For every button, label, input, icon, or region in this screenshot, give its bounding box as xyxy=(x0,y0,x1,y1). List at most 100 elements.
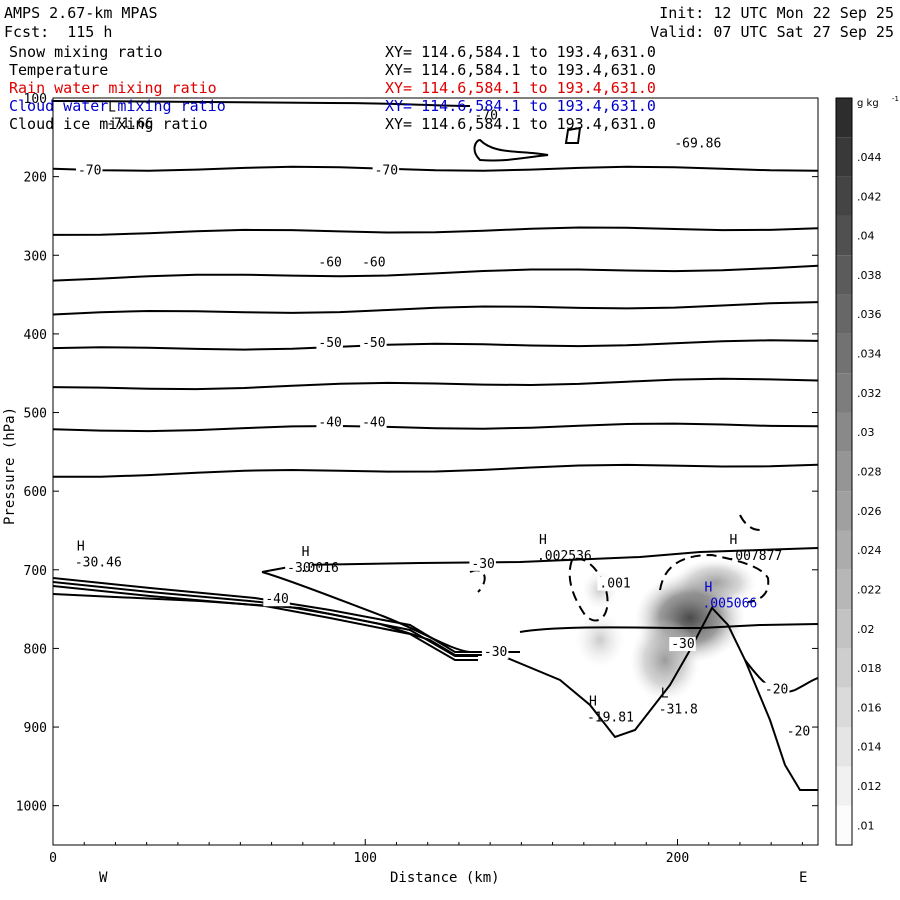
colorbar-frame xyxy=(835,97,853,846)
valid-time: Valid: 07 UTC Sat 27 Sep 25 xyxy=(650,23,894,41)
extremum-value: -31.8 xyxy=(659,702,698,717)
terrain-and-lower-contours xyxy=(53,100,818,791)
east-label: E xyxy=(799,870,808,886)
colorbar-band xyxy=(836,451,852,492)
extremum-type: H xyxy=(539,533,547,548)
colorbar-band xyxy=(836,98,852,138)
init-time: Init: 12 UTC Mon 22 Sep 25 xyxy=(659,4,894,22)
contour-label: -60 xyxy=(362,256,385,271)
field-xy-range: XY= 114.6,584.1 to 193.4,631.0 xyxy=(385,79,656,97)
contour-minus30-low xyxy=(261,571,520,653)
y-axis-ticks: 100 200 300 400 500 600 700 800 900 1000 xyxy=(16,92,818,815)
contour-label: -50 xyxy=(318,336,341,351)
colorbar-band xyxy=(836,294,852,334)
dashed-snow-contours xyxy=(469,514,770,622)
contour-labels: -70 -70 -60 -60 -50 -50 -40 -40 -70 -30 -30 -40 -30 -… xyxy=(75,108,812,739)
colorbar-tick-label: .01 xyxy=(857,819,875,832)
y-tick-label: 200 xyxy=(24,171,47,186)
field-name: Rain water mixing ratio xyxy=(9,79,217,97)
extremum-value: -69.86 xyxy=(674,136,721,151)
temperature-contour-line xyxy=(53,165,818,172)
contour-label: -30 xyxy=(287,561,310,576)
y-tick-label: 800 xyxy=(24,642,47,657)
field-name: Temperature xyxy=(9,61,109,79)
snow-contour xyxy=(739,514,761,531)
colorbar-tick-label: .042 xyxy=(857,190,882,203)
y-tick-label: 100 xyxy=(24,92,47,107)
contour-label: -30 xyxy=(484,645,507,660)
contour-label-bg xyxy=(469,556,496,571)
extremum-type: H xyxy=(302,545,310,560)
extremum-type: H xyxy=(589,694,597,709)
temperature-contour-line xyxy=(53,264,818,282)
y-tick-label: 700 xyxy=(24,564,47,579)
extremum-type: L xyxy=(661,686,669,701)
extremum-type: H xyxy=(77,539,85,554)
extremum-value: -30.46 xyxy=(75,555,122,570)
temperature-contour-line xyxy=(53,463,818,478)
contour-label-bg xyxy=(762,682,790,697)
colorbar-unit: g kg xyxy=(857,98,879,109)
contour-minus40-lower-3 xyxy=(53,585,478,661)
colorbar-band xyxy=(836,491,852,531)
x-tick-label: 0 xyxy=(49,851,57,866)
field-xy-range: XY= 114.6,584.1 to 193.4,631.0 xyxy=(385,61,656,79)
colorbar-tick-label: .014 xyxy=(857,741,882,754)
temperature-contour-line xyxy=(53,422,818,433)
contour-label: -30 xyxy=(671,637,694,652)
colorbar-tick-label: .02 xyxy=(857,623,875,636)
y-tick-label: 600 xyxy=(24,485,47,500)
snow-contour xyxy=(568,557,609,622)
contour-minus20-branch xyxy=(744,659,818,693)
colorbar-band xyxy=(836,687,852,728)
contour-label-bg xyxy=(360,415,387,430)
contour-label-bg xyxy=(285,560,312,575)
field-name: Cloud ice mixing ratio xyxy=(9,115,208,133)
snow-contour xyxy=(469,569,486,593)
extremum-value: -19.81 xyxy=(587,710,634,725)
colorbar-band xyxy=(836,569,852,610)
plot-frame xyxy=(52,97,819,846)
x-tick-label: 200 xyxy=(666,851,689,866)
extremum-type: H xyxy=(704,580,712,595)
contour-mid xyxy=(519,623,818,633)
field-xy-range: XY= 114.6,584.1 to 193.4,631.0 xyxy=(385,43,656,61)
colorbar-tick-label: .022 xyxy=(857,583,882,596)
model-title: AMPS 2.67-km MPAS xyxy=(4,4,158,22)
terrain-surface xyxy=(53,593,818,791)
forecast-hour: Fcst: 115 h xyxy=(4,23,113,41)
snow-contour xyxy=(659,553,770,603)
extremum-value: -71.66 xyxy=(106,117,153,132)
colorbar-tick-label: .024 xyxy=(857,544,882,557)
colorbar-band xyxy=(836,648,852,688)
contour-label-bg xyxy=(784,724,812,739)
contour-label: -70 xyxy=(375,164,398,179)
colorbar-band xyxy=(836,530,852,570)
contour-label-bg xyxy=(263,592,290,607)
contour-label-bg xyxy=(669,637,696,652)
y-tick-label: 500 xyxy=(24,407,47,422)
contour-label-bg xyxy=(472,108,500,123)
y-tick-label: 300 xyxy=(24,249,47,264)
colorbar: .01 .012 .014 .016 .018 .02 .022 .024 .026 .028 .0… xyxy=(835,95,899,846)
contour-label-bg xyxy=(316,255,343,270)
colorbar-tick-label: .036 xyxy=(857,308,882,321)
x-axis-ticks: 0 100 200 xyxy=(49,839,803,866)
colorbar-tick-label: .04 xyxy=(857,230,875,243)
extrema-markers: L-71.66-69.86H-30.46H.0016H.002536H.0078… xyxy=(75,101,782,726)
colorbar-tick-label: .026 xyxy=(857,505,882,518)
temperature-contour-line xyxy=(53,226,818,236)
colorbar-band xyxy=(836,766,852,806)
extremum-value: .0016 xyxy=(300,561,339,576)
extremum-type: L xyxy=(108,101,116,116)
colorbar-band xyxy=(836,333,852,374)
colorbar-tick-label: .032 xyxy=(857,387,882,400)
near-100hpa-contour xyxy=(53,100,549,162)
colorbar-band xyxy=(836,137,852,177)
extremum-value: .007877 xyxy=(727,549,782,564)
field-xy-range: XY= 114.6,584.1 to 193.4,631.0 xyxy=(385,97,656,115)
y-axis-label: Pressure (hPa) xyxy=(2,406,18,525)
extremum-value: .002536 xyxy=(537,549,592,564)
contour-label: -40 xyxy=(362,415,385,430)
colorbar-tick-label: .018 xyxy=(857,662,882,675)
